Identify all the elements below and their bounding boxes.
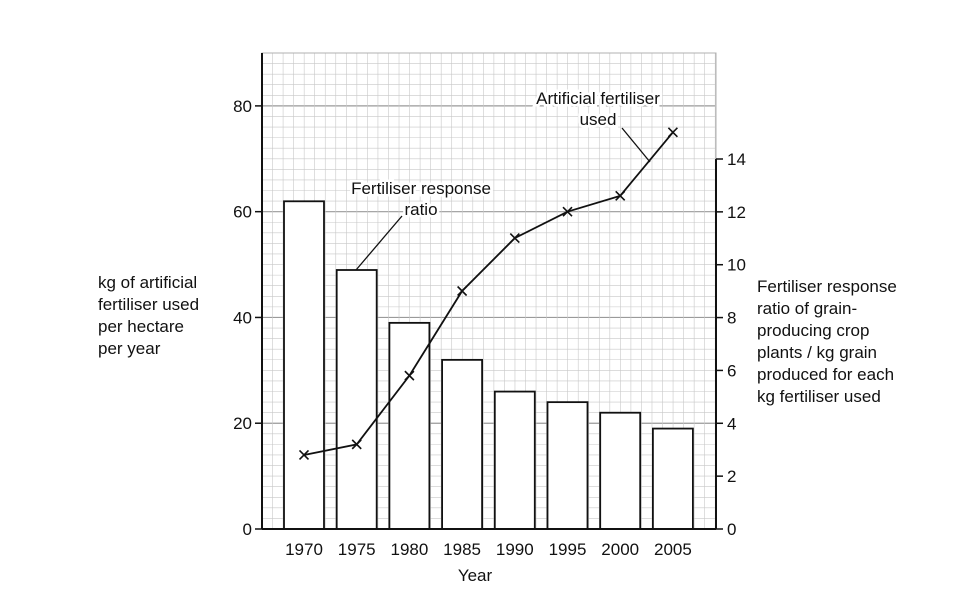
axis-label-line: producing crop — [757, 321, 870, 340]
annotation-response-ratio: Fertiliser response — [351, 179, 491, 198]
axis-label-line: produced for each — [757, 365, 895, 384]
x-tick-label: 1985 — [443, 540, 481, 559]
series-line — [303, 131, 674, 456]
bar — [388, 321, 431, 530]
data-point — [667, 127, 678, 138]
y-axis-label-right: Fertiliser response ratio of grain-produc… — [757, 276, 957, 408]
data-point — [298, 449, 310, 461]
x-axis-label: Year — [458, 566, 493, 585]
data-point — [457, 285, 468, 297]
y-right-tick-label: 0 — [727, 520, 736, 539]
data-point — [615, 190, 626, 201]
data-point — [562, 206, 573, 217]
x-tick-label: 1975 — [338, 540, 376, 559]
bars — [283, 200, 694, 530]
y-right-tick-label: 14 — [727, 150, 746, 169]
y-right-tick-label: 12 — [727, 203, 746, 222]
axis-label-line: plants / kg grain — [757, 343, 878, 362]
y-left-tick-label: 40 — [233, 308, 252, 327]
y-right-tick-label: 8 — [727, 309, 736, 328]
y-right-tick-label: 2 — [727, 467, 736, 486]
y-right-tick-label: 4 — [727, 414, 736, 433]
data-point — [351, 439, 362, 450]
axis-label-line: per hectare — [98, 317, 184, 336]
line-series — [298, 127, 678, 461]
axis-label-line: fertiliser used — [98, 295, 200, 314]
x-tick-label: 1970 — [285, 540, 323, 559]
y-left-tick-label: 20 — [233, 414, 252, 433]
annotation-fertiliser-used: used — [580, 110, 617, 129]
annotations: Artificial fertiliser used Fertiliser resp… — [349, 87, 663, 271]
axis-label-line: kg fertiliser used — [757, 387, 881, 406]
axis-label-line: ratio of grain- — [757, 299, 858, 318]
bar — [599, 411, 642, 530]
annotation-response-ratio: ratio — [404, 200, 437, 219]
bar — [283, 200, 325, 530]
bar — [441, 358, 484, 530]
axis-label-line: Fertiliser response — [757, 277, 897, 296]
grid — [261, 52, 717, 530]
y-left-tick-label: 0 — [243, 520, 252, 539]
data-point — [509, 233, 520, 244]
bar — [335, 269, 378, 530]
x-tick-label: 2000 — [601, 540, 639, 559]
y-left-tick-label: 60 — [233, 203, 252, 222]
axes: 0 20 40 60 80 0 2 4 6 8 10 12 14 1970 1975 1980 1985 1990… — [233, 53, 746, 559]
leader-line-response-ratio — [355, 215, 403, 271]
axis-label-line: kg of artificial — [98, 273, 198, 292]
bar — [493, 390, 536, 530]
x-tick-label: 2005 — [654, 540, 692, 559]
y-left-tick-label: 80 — [233, 97, 252, 116]
x-tick-label: 1995 — [549, 540, 587, 559]
bar — [652, 427, 694, 530]
x-tick-label: 1980 — [390, 540, 428, 559]
y-axis-label-left: kg of artificial fertiliser used per hecta… — [98, 272, 258, 360]
axis-label-line: per year — [98, 339, 161, 358]
data-point — [404, 370, 415, 381]
y-right-tick-label: 6 — [727, 361, 736, 380]
x-tick-label: 1990 — [496, 540, 534, 559]
y-right-tick-label: 10 — [727, 256, 746, 275]
bar — [546, 401, 589, 530]
plot-frame — [261, 52, 717, 530]
leader-line-fertiliser-used — [621, 127, 651, 163]
annotation-fertiliser-used: Artificial fertiliser — [536, 89, 660, 108]
